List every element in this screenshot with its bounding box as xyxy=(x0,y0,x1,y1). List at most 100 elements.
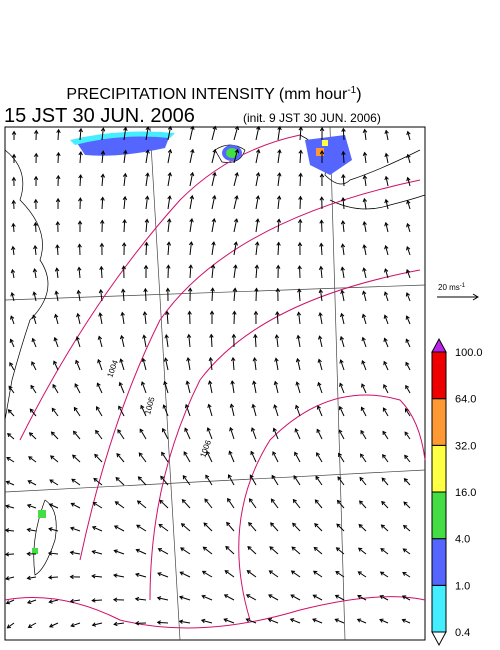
wind-head xyxy=(402,524,408,530)
wind-shaft xyxy=(225,546,235,555)
wind-head xyxy=(340,289,345,294)
wind-head xyxy=(406,176,411,182)
wind-shaft xyxy=(381,524,389,532)
wind-shaft xyxy=(79,128,82,141)
wind-head xyxy=(234,125,240,131)
wind-head xyxy=(71,478,76,483)
wind-shaft xyxy=(381,501,389,509)
wind-head xyxy=(227,474,232,479)
wind-shaft xyxy=(379,619,389,624)
wind-head xyxy=(271,474,276,480)
wind-shaft xyxy=(53,361,59,371)
wind-head xyxy=(163,357,169,362)
wind-head xyxy=(362,151,368,157)
wind-head xyxy=(33,221,38,227)
precip-area xyxy=(322,140,328,146)
wind-head xyxy=(297,288,302,293)
wind-head xyxy=(50,455,55,460)
precip-area xyxy=(32,548,38,554)
wind-head xyxy=(157,572,162,577)
wind-head xyxy=(382,430,387,435)
wind-head xyxy=(137,476,142,481)
wind-head xyxy=(339,382,344,387)
wind-shaft xyxy=(208,404,213,417)
wind-shaft xyxy=(163,404,169,417)
wind-shaft xyxy=(27,528,37,532)
precip-area xyxy=(38,510,46,518)
wind-shaft xyxy=(337,500,345,509)
wind-shaft xyxy=(167,149,171,164)
coast-taiwan xyxy=(33,499,57,576)
grid-major xyxy=(4,126,426,641)
wind-head xyxy=(26,503,32,509)
wind-shaft xyxy=(204,498,213,509)
wind-head xyxy=(223,594,229,599)
wind-shaft xyxy=(341,267,345,279)
wind-head xyxy=(362,128,368,133)
wind-shaft xyxy=(179,620,191,624)
wind-head xyxy=(69,526,75,531)
wind-shaft xyxy=(255,265,258,279)
wind-shaft xyxy=(11,292,15,302)
wind-head xyxy=(341,127,346,132)
wind-shaft xyxy=(297,335,301,348)
wind-head xyxy=(383,314,388,319)
wind-head xyxy=(209,333,214,338)
wind-head xyxy=(187,310,192,315)
wind-head xyxy=(212,125,217,131)
wind-head xyxy=(135,548,140,553)
wind-head xyxy=(32,268,38,273)
wind-head xyxy=(72,430,78,435)
wind-shaft xyxy=(189,195,193,210)
wind-head xyxy=(78,127,83,133)
wind-head xyxy=(113,549,118,554)
wind-shaft xyxy=(275,358,279,371)
wind-head xyxy=(203,522,208,527)
wind-head xyxy=(190,125,195,131)
wind-head xyxy=(189,218,194,223)
wind-head xyxy=(312,594,317,599)
wind-shaft xyxy=(138,476,147,486)
wind-head xyxy=(188,264,193,269)
wind-head xyxy=(76,312,81,318)
wind-shaft xyxy=(299,173,302,187)
wind-shaft xyxy=(94,454,103,463)
wind-shaft xyxy=(383,361,389,371)
wind-shaft xyxy=(299,127,302,141)
wind-shaft xyxy=(97,359,103,371)
wind-head xyxy=(4,552,10,557)
wind-head xyxy=(226,521,231,527)
wind-shaft xyxy=(79,151,82,164)
wind-shaft xyxy=(338,429,345,440)
wind-head xyxy=(252,380,257,385)
wind-shaft xyxy=(362,314,367,325)
wind-shaft xyxy=(233,242,237,256)
wind-head xyxy=(251,403,256,409)
wind-shaft xyxy=(274,404,279,417)
wind-shaft xyxy=(406,246,411,256)
map-frame xyxy=(4,126,426,641)
wind-head xyxy=(319,242,324,247)
wind-head xyxy=(48,527,53,532)
wind-shaft xyxy=(277,149,281,164)
wind-shaft xyxy=(95,430,103,440)
colorbar-over xyxy=(431,337,447,353)
wind-shaft xyxy=(335,618,345,624)
wind-head xyxy=(100,173,106,178)
wind-head xyxy=(289,618,295,623)
wind-shaft xyxy=(211,126,216,141)
wind-head xyxy=(76,289,81,295)
wind-head xyxy=(234,195,239,200)
wind-shaft xyxy=(295,405,301,417)
wind-head xyxy=(140,381,146,386)
wind-head xyxy=(31,361,36,366)
wind-head xyxy=(47,575,53,580)
wind-head xyxy=(380,547,385,553)
wind-shaft xyxy=(92,599,103,602)
wind-head xyxy=(167,195,172,200)
wind-shaft xyxy=(162,428,169,440)
wind-shaft xyxy=(251,427,257,440)
wind-shaft xyxy=(7,433,15,440)
wind-head xyxy=(56,128,61,134)
wind-shaft xyxy=(224,570,235,578)
